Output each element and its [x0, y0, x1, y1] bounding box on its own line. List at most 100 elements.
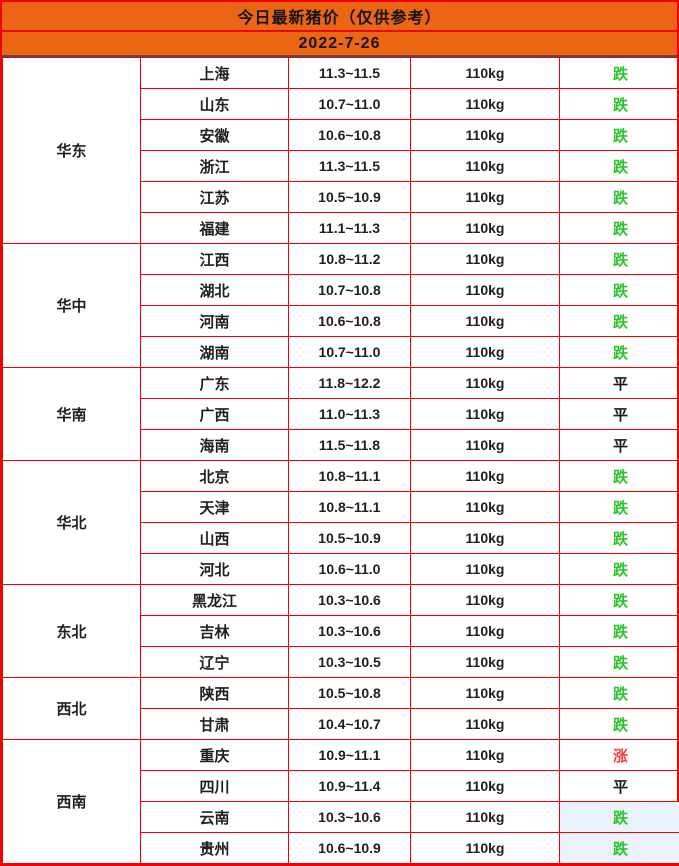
table-row: 天津 10.8~11.1 110kg 跌: [3, 491, 679, 523]
weight-cell: 110kg: [410, 708, 560, 740]
status-cell: 跌: [559, 522, 679, 554]
province-cell: 天津: [140, 491, 289, 523]
province-cell: 吉林: [140, 615, 289, 647]
status-cell: 跌: [559, 801, 679, 833]
price-range-cell: 11.5~11.8: [288, 429, 411, 461]
region-cell: 东北: [2, 584, 141, 678]
status-cell: 跌: [559, 553, 679, 585]
status-cell: 跌: [559, 615, 679, 647]
table-row: 山西 10.5~10.9 110kg 跌: [3, 522, 679, 554]
price-range-cell: 11.3~11.5: [288, 57, 411, 89]
province-cell: 河南: [140, 305, 289, 337]
province-cell: 贵州: [140, 832, 289, 864]
price-range-cell: 10.6~10.8: [288, 305, 411, 337]
price-range-cell: 10.3~10.6: [288, 615, 411, 647]
price-range-cell: 10.6~11.0: [288, 553, 411, 585]
weight-cell: 110kg: [410, 212, 560, 244]
province-cell: 广东: [140, 367, 289, 399]
table-row: 河南 10.6~10.8 110kg 跌: [3, 305, 679, 337]
weight-cell: 110kg: [410, 88, 560, 120]
price-range-cell: 10.6~10.9: [288, 832, 411, 864]
price-range-cell: 10.3~10.5: [288, 646, 411, 678]
price-range-cell: 10.5~10.9: [288, 522, 411, 554]
price-range-cell: 11.1~11.3: [288, 212, 411, 244]
status-cell: 跌: [559, 150, 679, 182]
weight-cell: 110kg: [410, 584, 560, 616]
table-row: 华东 上海 11.3~11.5 110kg 跌: [2, 57, 679, 244]
price-range-cell: 10.8~11.2: [288, 243, 411, 275]
table-row: 四川 10.9~11.4 110kg 平: [3, 770, 679, 802]
table-row: 华南 广东 11.8~12.2 110kg 平: [2, 367, 679, 461]
price-range-cell: 10.7~11.0: [288, 88, 411, 120]
status-cell: 涨: [559, 739, 679, 771]
status-cell: 跌: [559, 491, 679, 523]
province-cell: 云南: [140, 801, 289, 833]
status-cell: 平: [559, 398, 679, 430]
province-cell: 辽宁: [140, 646, 289, 678]
region-cell: 华南: [2, 367, 141, 461]
price-range-cell: 10.4~10.7: [288, 708, 411, 740]
status-cell: 跌: [559, 181, 679, 213]
table-row: 广西 11.0~11.3 110kg 平: [3, 398, 679, 430]
status-cell: 跌: [559, 832, 679, 864]
status-cell: 跌: [559, 305, 679, 337]
table-row: 吉林 10.3~10.6 110kg 跌: [3, 615, 679, 647]
table-row: 贵州 10.6~10.9 110kg 跌: [3, 832, 679, 864]
province-cell: 陕西: [140, 677, 289, 709]
weight-cell: 110kg: [410, 491, 560, 523]
region-cell: 华东: [2, 57, 141, 244]
weight-cell: 110kg: [410, 770, 560, 802]
status-cell: 跌: [559, 243, 679, 275]
status-cell: 跌: [559, 88, 679, 120]
price-range-cell: 10.7~11.0: [288, 336, 411, 368]
table-row: 福建 11.1~11.3 110kg 跌: [3, 212, 679, 244]
date-label: 2022-7-26: [2, 32, 677, 57]
weight-cell: 110kg: [410, 243, 560, 275]
status-cell: 平: [559, 367, 679, 399]
table-row: 西南 重庆 10.9~11.1 110kg 涨: [2, 739, 679, 864]
table-row: 江苏 10.5~10.9 110kg 跌: [3, 181, 679, 213]
weight-cell: 110kg: [410, 739, 560, 771]
region-cell: 华北: [2, 460, 141, 585]
province-cell: 江苏: [140, 181, 289, 213]
price-range-cell: 10.9~11.4: [288, 770, 411, 802]
weight-cell: 110kg: [410, 677, 560, 709]
table-row: 华北 北京 10.8~11.1 110kg 跌: [2, 460, 679, 585]
price-range-cell: 10.3~10.6: [288, 584, 411, 616]
weight-cell: 110kg: [410, 57, 560, 89]
status-cell: 跌: [559, 646, 679, 678]
price-table: 华东 上海 11.3~11.5 110kg 跌山东 10.7~11.0 110kg 跌安徽 10…: [2, 57, 679, 864]
status-cell: 跌: [559, 584, 679, 616]
province-cell: 山西: [140, 522, 289, 554]
province-cell: 海南: [140, 429, 289, 461]
table-row: 河北 10.6~11.0 110kg 跌: [3, 553, 679, 585]
table-row: 辽宁 10.3~10.5 110kg 跌: [3, 646, 679, 678]
province-cell: 重庆: [140, 739, 289, 771]
price-range-cell: 10.8~11.1: [288, 460, 411, 492]
status-cell: 跌: [559, 57, 679, 89]
province-cell: 浙江: [140, 150, 289, 182]
table-row: 东北 黑龙江 10.3~10.6 110kg 跌: [2, 584, 679, 678]
status-cell: 跌: [559, 677, 679, 709]
weight-cell: 110kg: [410, 150, 560, 182]
region-cell: 华中: [2, 243, 141, 368]
province-cell: 河北: [140, 553, 289, 585]
province-cell: 广西: [140, 398, 289, 430]
weight-cell: 110kg: [410, 119, 560, 151]
status-cell: 跌: [559, 460, 679, 492]
weight-cell: 110kg: [410, 367, 560, 399]
table-row: 湖南 10.7~11.0 110kg 跌: [3, 336, 679, 368]
weight-cell: 110kg: [410, 305, 560, 337]
weight-cell: 110kg: [410, 398, 560, 430]
weight-cell: 110kg: [410, 522, 560, 554]
province-cell: 湖北: [140, 274, 289, 306]
region-cell: 西南: [2, 739, 141, 864]
status-cell: 跌: [559, 708, 679, 740]
province-cell: 安徽: [140, 119, 289, 151]
price-range-cell: 10.9~11.1: [288, 739, 411, 771]
table-row: 云南 10.3~10.6 110kg 跌: [3, 801, 679, 833]
table-row: 海南 11.5~11.8 110kg 平: [3, 429, 679, 461]
weight-cell: 110kg: [410, 181, 560, 213]
province-cell: 江西: [140, 243, 289, 275]
price-range-cell: 10.5~10.8: [288, 677, 411, 709]
